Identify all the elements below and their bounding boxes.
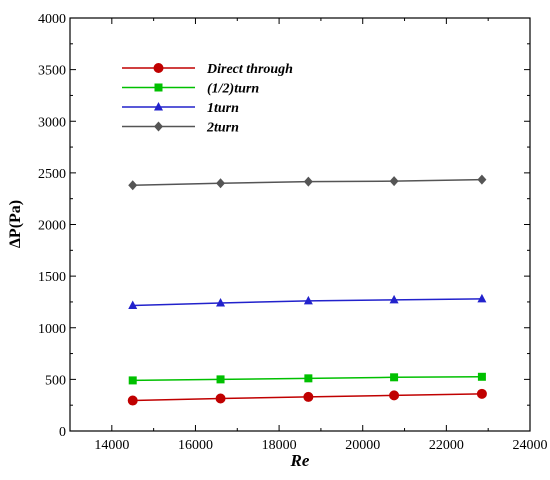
data-point <box>215 393 226 404</box>
data-point <box>477 372 486 381</box>
data-point <box>476 388 487 399</box>
y-tick-label: 2000 <box>38 219 66 234</box>
y-tick-label: 500 <box>45 373 66 388</box>
data-point <box>128 180 138 191</box>
x-tick-label: 16000 <box>178 438 213 453</box>
data-point <box>216 297 226 307</box>
x-tick-label: 14000 <box>94 438 129 453</box>
series-layer <box>127 174 487 406</box>
legend-marker <box>153 63 164 73</box>
legend-label: 2turn <box>206 121 239 136</box>
data-point <box>477 174 487 185</box>
legend-label: Direct through <box>206 62 293 77</box>
legend-marker <box>154 121 163 132</box>
x-tick-label: 24000 <box>513 438 548 453</box>
data-point <box>390 373 399 382</box>
legend-marker <box>154 83 163 92</box>
legend: Direct through (1/2)turn 1turn 2turn <box>122 62 293 136</box>
legend-item: 2turn <box>122 121 239 136</box>
data-point <box>303 176 313 187</box>
y-tick-label: 2500 <box>38 167 66 182</box>
legend-label: (1/2)turn <box>207 82 259 97</box>
series-0 <box>127 388 487 406</box>
y-tick-label: 1500 <box>38 270 66 285</box>
data-point <box>216 375 225 384</box>
legend-item: Direct through <box>122 62 293 77</box>
plot-frame <box>69 17 531 432</box>
data-point <box>389 294 399 304</box>
x-axis-title: Re <box>290 451 310 470</box>
y-tick-label: 4000 <box>38 12 66 27</box>
legend-item: (1/2)turn <box>122 82 259 97</box>
x-tick-label: 22000 <box>429 438 464 453</box>
y-tick-label: 1000 <box>38 322 66 337</box>
y-axis-ticks: 0 500 1000 1500 2000 2500 3000 3500 4000 <box>38 12 530 440</box>
legend-item: 1turn <box>122 101 239 116</box>
y-tick-label: 0 <box>59 425 66 440</box>
data-point <box>389 176 399 187</box>
x-tick-label: 18000 <box>262 438 297 453</box>
legend-label: 1turn <box>207 101 239 116</box>
data-point <box>128 376 137 385</box>
y-axis-title: ΔP(Pa) <box>7 200 24 248</box>
series-3 <box>128 174 487 191</box>
y-tick-label: 3000 <box>38 115 66 130</box>
x-axis-ticks: 14000 16000 18000 20000 22000 24000 <box>69 18 548 453</box>
data-point <box>216 178 226 189</box>
data-point <box>477 293 487 303</box>
series-2 <box>128 293 487 310</box>
data-point <box>389 390 400 401</box>
data-point <box>303 391 314 402</box>
x-tick-label: 20000 <box>345 438 380 453</box>
y-tick-label: 3500 <box>38 64 66 79</box>
series-1 <box>128 372 486 385</box>
data-point <box>128 300 138 310</box>
data-point <box>304 374 313 383</box>
legend-marker <box>154 102 163 111</box>
data-point <box>127 395 138 406</box>
data-point <box>303 295 313 305</box>
